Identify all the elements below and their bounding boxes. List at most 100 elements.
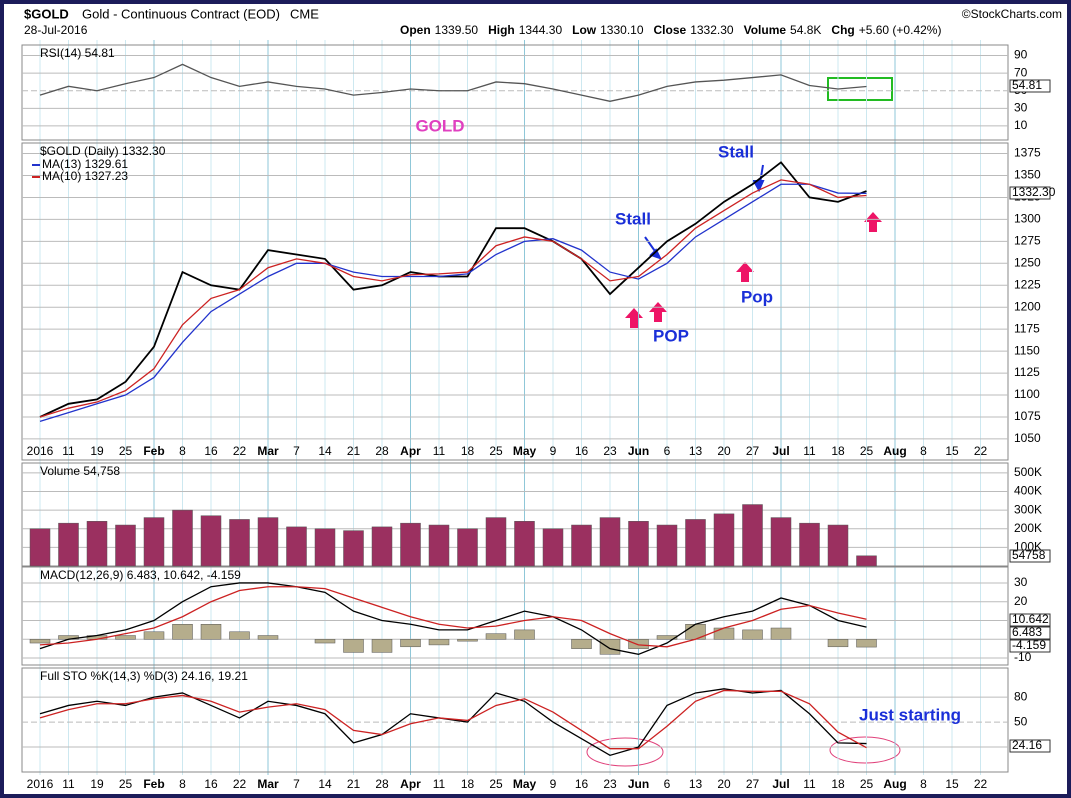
x-tick-label: 21 xyxy=(347,444,361,458)
bar xyxy=(799,522,820,567)
x-tick-label: 19 xyxy=(90,777,104,791)
x-tick-label: 6 xyxy=(664,444,671,458)
bar xyxy=(827,639,849,648)
highlight-ellipse xyxy=(829,736,901,764)
bar xyxy=(770,627,792,640)
bar xyxy=(713,627,735,640)
stat-value: 1344.30 xyxy=(519,23,563,37)
x-tick-label: 14 xyxy=(318,777,332,791)
x-tick-label: 11 xyxy=(62,777,75,791)
y-tick-label: 90 xyxy=(1014,48,1028,62)
y-tick-label: 1275 xyxy=(1014,234,1041,248)
y-tick-label: 30 xyxy=(1014,101,1028,115)
bar xyxy=(343,639,364,653)
panel-title: $GOLD (Daily) 1332.30 xyxy=(40,144,166,158)
x-tick-label: Jun xyxy=(628,444,649,458)
stat-value: 1330.10 xyxy=(600,23,644,37)
x-tick-label: 25 xyxy=(489,777,503,791)
annotation: GOLD xyxy=(415,116,464,135)
x-tick-label: 22 xyxy=(974,444,988,458)
bar xyxy=(371,526,393,567)
bar xyxy=(485,517,507,567)
bar xyxy=(827,524,849,567)
x-tick-label: 16 xyxy=(204,444,218,458)
x-tick-label: 11 xyxy=(433,777,446,791)
x-tick-label: 25 xyxy=(119,444,133,458)
stat-value: 1332.30 xyxy=(690,23,734,37)
y-tick-label: 1250 xyxy=(1014,255,1041,269)
stat-value: 1339.50 xyxy=(435,23,479,37)
bar xyxy=(229,631,250,640)
y-tick-label: 200K xyxy=(1014,521,1042,535)
series-line xyxy=(39,183,867,422)
last-value-box xyxy=(1009,186,1051,200)
bar xyxy=(172,509,193,567)
y-tick-label: 30 xyxy=(1014,575,1028,589)
x-tick-label: 8 xyxy=(179,444,186,458)
bar xyxy=(628,639,649,649)
bar xyxy=(286,526,307,567)
y-tick-label: 50 xyxy=(1014,714,1028,728)
bar xyxy=(514,521,535,567)
bar xyxy=(172,624,193,640)
last-value-box xyxy=(1009,626,1051,640)
bar xyxy=(770,517,792,567)
x-tick-label: 16 xyxy=(575,444,589,458)
annotation: Stall xyxy=(615,209,651,228)
bar xyxy=(371,639,393,653)
bar xyxy=(428,639,450,646)
stat-label: Low xyxy=(572,23,597,37)
bar xyxy=(29,528,51,567)
stat-value: 54.8K xyxy=(790,23,821,37)
bar xyxy=(742,629,763,640)
x-tick-label: 11 xyxy=(433,444,446,458)
bar xyxy=(571,639,592,649)
x-tick-label: 22 xyxy=(974,777,988,791)
annotation: Pop xyxy=(741,287,773,306)
bar xyxy=(314,528,336,567)
x-tick-label: 27 xyxy=(746,777,760,791)
x-tick-label: 25 xyxy=(860,777,874,791)
x-tick-label: 7 xyxy=(293,444,300,458)
x-tick-label: Jun xyxy=(628,777,649,791)
bar xyxy=(485,633,507,640)
x-tick-label: 20 xyxy=(717,777,731,791)
y-tick-label: 1300 xyxy=(1014,212,1041,226)
bar xyxy=(143,631,165,640)
bar xyxy=(599,639,621,655)
annotation: POP xyxy=(653,326,689,345)
x-tick-label: 8 xyxy=(920,444,927,458)
y-tick-label: 10 xyxy=(1014,118,1028,132)
x-tick-label: Aug xyxy=(883,777,906,791)
panel-frame xyxy=(21,142,1009,461)
last-value-label: -4.159 xyxy=(1012,638,1046,652)
series-line xyxy=(39,63,867,102)
last-value-box xyxy=(1009,739,1051,753)
bar xyxy=(29,639,51,644)
bar xyxy=(457,639,478,642)
x-tick-label: 22 xyxy=(233,444,247,458)
series-line xyxy=(39,689,867,750)
x-tick-label: 9 xyxy=(550,777,557,791)
x-tick-label: 25 xyxy=(489,444,503,458)
y-tick-label: 1225 xyxy=(1014,277,1041,291)
exchange: CME xyxy=(290,6,319,21)
highlight-box xyxy=(827,77,893,101)
y-tick-label: 1150 xyxy=(1014,343,1040,357)
y-tick-label: 1350 xyxy=(1014,168,1041,182)
x-tick-label: 16 xyxy=(575,777,589,791)
panel-title: Full STO %K(14,3) %D(3) 24.16, 19.21 xyxy=(40,669,248,683)
x-tick-label: May xyxy=(513,777,537,791)
x-tick-label: 18 xyxy=(461,777,475,791)
x-tick-label: 18 xyxy=(461,444,475,458)
annotation: Stall xyxy=(718,142,754,161)
x-tick-label: Jul xyxy=(772,777,789,791)
y-tick-label: 1125 xyxy=(1014,365,1040,379)
x-tick-label: 8 xyxy=(179,777,186,791)
bar xyxy=(856,639,877,648)
x-tick-label: May xyxy=(513,444,537,458)
annotation: Just starting xyxy=(859,705,961,724)
x-tick-label: 13 xyxy=(689,444,703,458)
x-tick-label: 25 xyxy=(119,777,133,791)
